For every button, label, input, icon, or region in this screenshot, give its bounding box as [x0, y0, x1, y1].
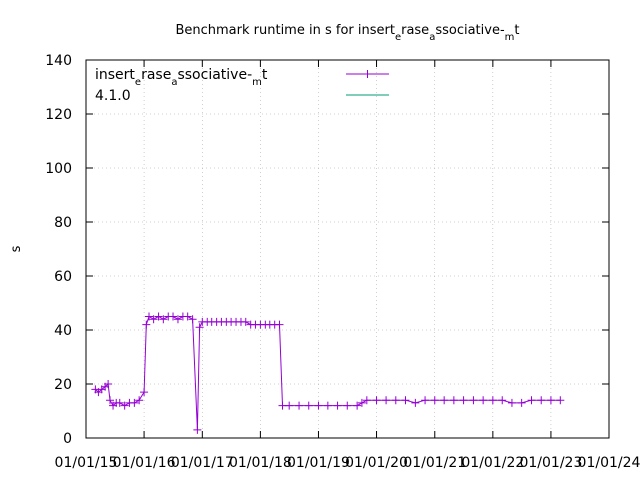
- data-point: [517, 398, 526, 407]
- data-point: [527, 396, 536, 405]
- y-tick-label: 60: [54, 269, 72, 285]
- y-tick-label: 0: [63, 431, 72, 447]
- data-point: [362, 396, 371, 405]
- x-tick-label: 01/01/24: [578, 455, 640, 471]
- x-tick-label: 01/01/15: [55, 455, 118, 471]
- data-point: [353, 401, 362, 410]
- y-tick-label: 80: [54, 215, 72, 231]
- data-point: [430, 396, 439, 405]
- y-tick-label: 20: [54, 377, 72, 393]
- data-point: [115, 398, 124, 407]
- legend: inserteraseassociative-mt4.1.0: [95, 67, 389, 104]
- data-point: [314, 401, 323, 410]
- legend-marker-0: [363, 70, 372, 78]
- data-point: [357, 398, 366, 407]
- data-point: [507, 398, 516, 407]
- x-tick-label: 01/01/22: [461, 455, 524, 471]
- series-line-0: [95, 315, 561, 430]
- data-point: [285, 401, 294, 410]
- data-point: [104, 380, 113, 388]
- y-tick-label: 40: [54, 323, 72, 339]
- data-point: [275, 320, 284, 329]
- data-point: [323, 401, 332, 410]
- data-point: [130, 398, 139, 407]
- data-point: [193, 425, 202, 434]
- x-tick-label: 01/01/18: [229, 455, 292, 471]
- plot-area-frame: [85, 59, 610, 439]
- data-point: [479, 396, 488, 405]
- data-point: [154, 312, 163, 321]
- data-point: [149, 315, 158, 324]
- x-tick-label: 01/01/21: [403, 455, 466, 471]
- y-tick-label: 140: [45, 53, 72, 69]
- x-tick-label: 01/01/16: [113, 455, 176, 471]
- data-point: [295, 401, 304, 410]
- x-tick-label: 01/01/23: [519, 455, 582, 471]
- data-point: [188, 315, 197, 324]
- data-point: [449, 396, 458, 405]
- data-point: [440, 396, 449, 405]
- legend-label-1: 4.1.0: [95, 88, 131, 104]
- data-point: [372, 396, 381, 405]
- gridlines: [86, 60, 609, 438]
- data-point: [278, 401, 287, 410]
- data-point: [140, 388, 149, 397]
- data-point: [411, 398, 420, 407]
- data-point: [498, 396, 507, 405]
- data-point: [159, 315, 168, 324]
- data-point: [556, 396, 565, 405]
- data-point: [343, 401, 352, 410]
- series-layer: [91, 312, 565, 434]
- data-point: [333, 401, 342, 410]
- y-axis-label: s: [9, 245, 24, 252]
- data-point: [488, 396, 497, 405]
- x-tick-label: 01/01/17: [171, 455, 234, 471]
- legend-label-0: inserteraseassociative-mt: [95, 67, 268, 88]
- data-point: [546, 396, 555, 405]
- axis-ticks: 02040608010012014001/01/1501/01/1601/01/…: [45, 53, 640, 471]
- data-point: [421, 396, 430, 405]
- data-point: [173, 315, 182, 324]
- data-point: [391, 396, 400, 405]
- data-point: [195, 323, 204, 332]
- data-point: [382, 396, 391, 405]
- data-point: [142, 320, 151, 329]
- data-point: [120, 401, 129, 410]
- data-point: [106, 396, 115, 405]
- x-tick-label: 01/01/19: [287, 455, 350, 471]
- data-point: [183, 312, 192, 321]
- data-point: [145, 312, 154, 321]
- y-tick-label: 100: [45, 161, 72, 177]
- data-point: [169, 312, 178, 321]
- data-point: [469, 396, 478, 405]
- x-tick-label: 01/01/20: [345, 455, 408, 471]
- data-point: [401, 396, 410, 405]
- data-point: [135, 396, 144, 405]
- data-point: [304, 401, 313, 410]
- chart-title: Benchmark runtime in s for inserteraseas…: [175, 23, 519, 43]
- data-point: [537, 396, 546, 405]
- y-tick-label: 120: [45, 107, 72, 123]
- data-point: [459, 396, 468, 405]
- data-point: [241, 317, 250, 326]
